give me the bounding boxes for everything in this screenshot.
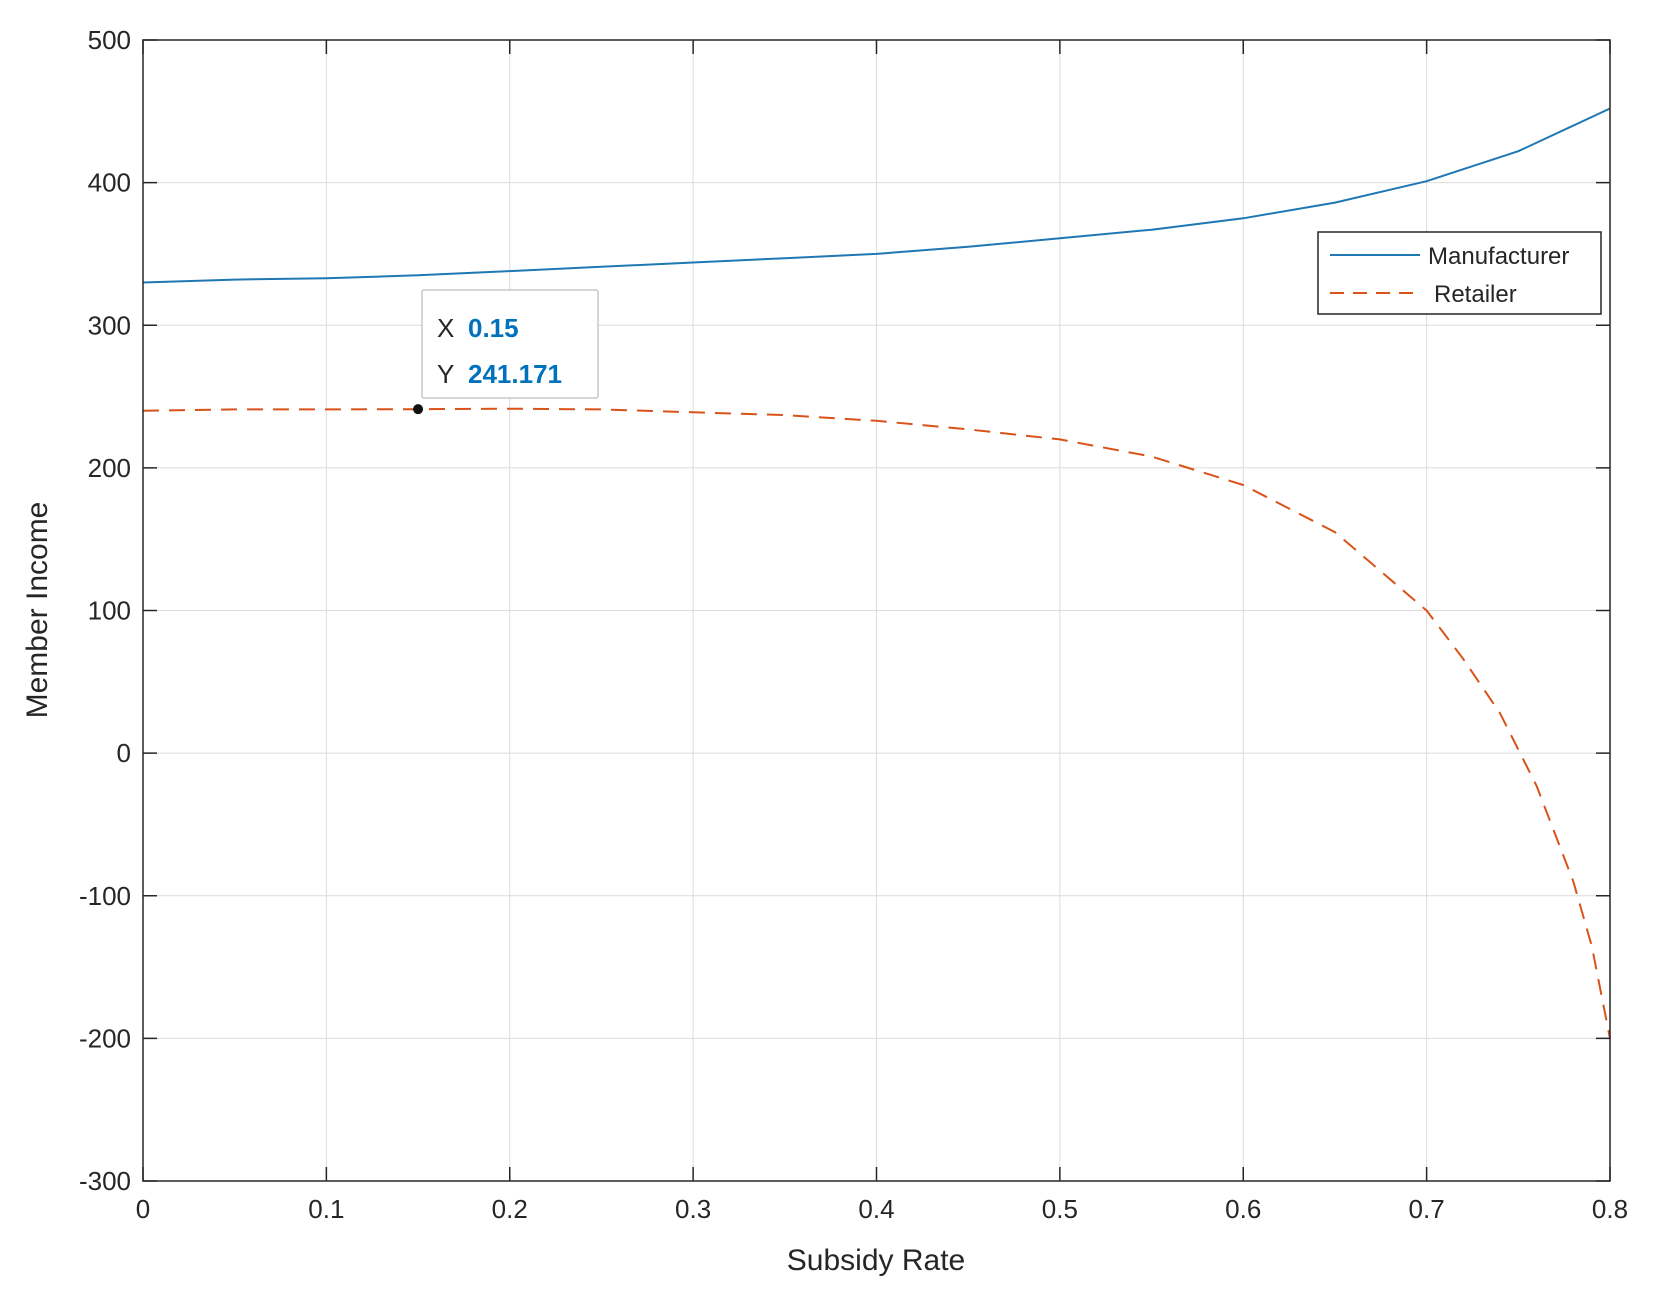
y-tick-label: 500 bbox=[88, 25, 131, 55]
datatip-box bbox=[421, 289, 599, 399]
datatip[interactable]: X 0.15 Y 241.171 bbox=[413, 289, 599, 415]
y-tick-label: 200 bbox=[88, 453, 131, 483]
y-axis-label: Member Income bbox=[21, 502, 54, 719]
x-tick-label: 0.2 bbox=[492, 1194, 528, 1224]
y-tick-label: -100 bbox=[79, 881, 131, 911]
x-tick-label: 0.8 bbox=[1592, 1194, 1628, 1224]
y-tick-label: 300 bbox=[88, 310, 131, 340]
datatip-x-key: X bbox=[437, 313, 454, 343]
legend-label-manufacturer: Manufacturer bbox=[1428, 243, 1569, 270]
x-tick-label: 0.6 bbox=[1225, 1194, 1261, 1224]
legend: Manufacturer Retailer bbox=[1317, 231, 1602, 315]
series-lines bbox=[142, 107, 1611, 1039]
y-tick-label: 0 bbox=[117, 738, 131, 768]
datatip-y-key: Y bbox=[437, 359, 454, 389]
y-tick-label: 400 bbox=[88, 168, 131, 198]
y-tick-label: -200 bbox=[79, 1023, 131, 1053]
x-tick-label: 0.4 bbox=[858, 1194, 894, 1224]
y-tick-label: 100 bbox=[88, 596, 131, 626]
y-tick-label: -300 bbox=[79, 1166, 131, 1196]
x-tick-label: 0 bbox=[136, 1194, 150, 1224]
x-tick-label: 0.1 bbox=[308, 1194, 344, 1224]
x-tick-label: 0.3 bbox=[675, 1194, 711, 1224]
axis-ticks bbox=[142, 39, 1611, 1182]
datatip-x-value: 0.15 bbox=[468, 313, 519, 343]
series-line-manufacturer bbox=[142, 107, 1611, 284]
datatip-y-value: 241.171 bbox=[468, 359, 562, 389]
x-tick-labels: 0 0.1 0.2 0.3 0.4 0.5 0.6 0.7 0.8 bbox=[136, 1194, 1628, 1224]
x-tick-label: 0.7 bbox=[1409, 1194, 1445, 1224]
x-tick-label: 0.5 bbox=[1042, 1194, 1078, 1224]
datatip-marker bbox=[413, 404, 424, 415]
series-line-retailer bbox=[142, 407, 1611, 1039]
y-tick-labels: -300 -200 -100 0 100 200 300 400 500 bbox=[79, 25, 131, 1196]
x-axis-label: Subsidy Rate bbox=[787, 1244, 965, 1277]
legend-box bbox=[1317, 231, 1602, 315]
legend-label-retailer: Retailer bbox=[1434, 281, 1517, 308]
